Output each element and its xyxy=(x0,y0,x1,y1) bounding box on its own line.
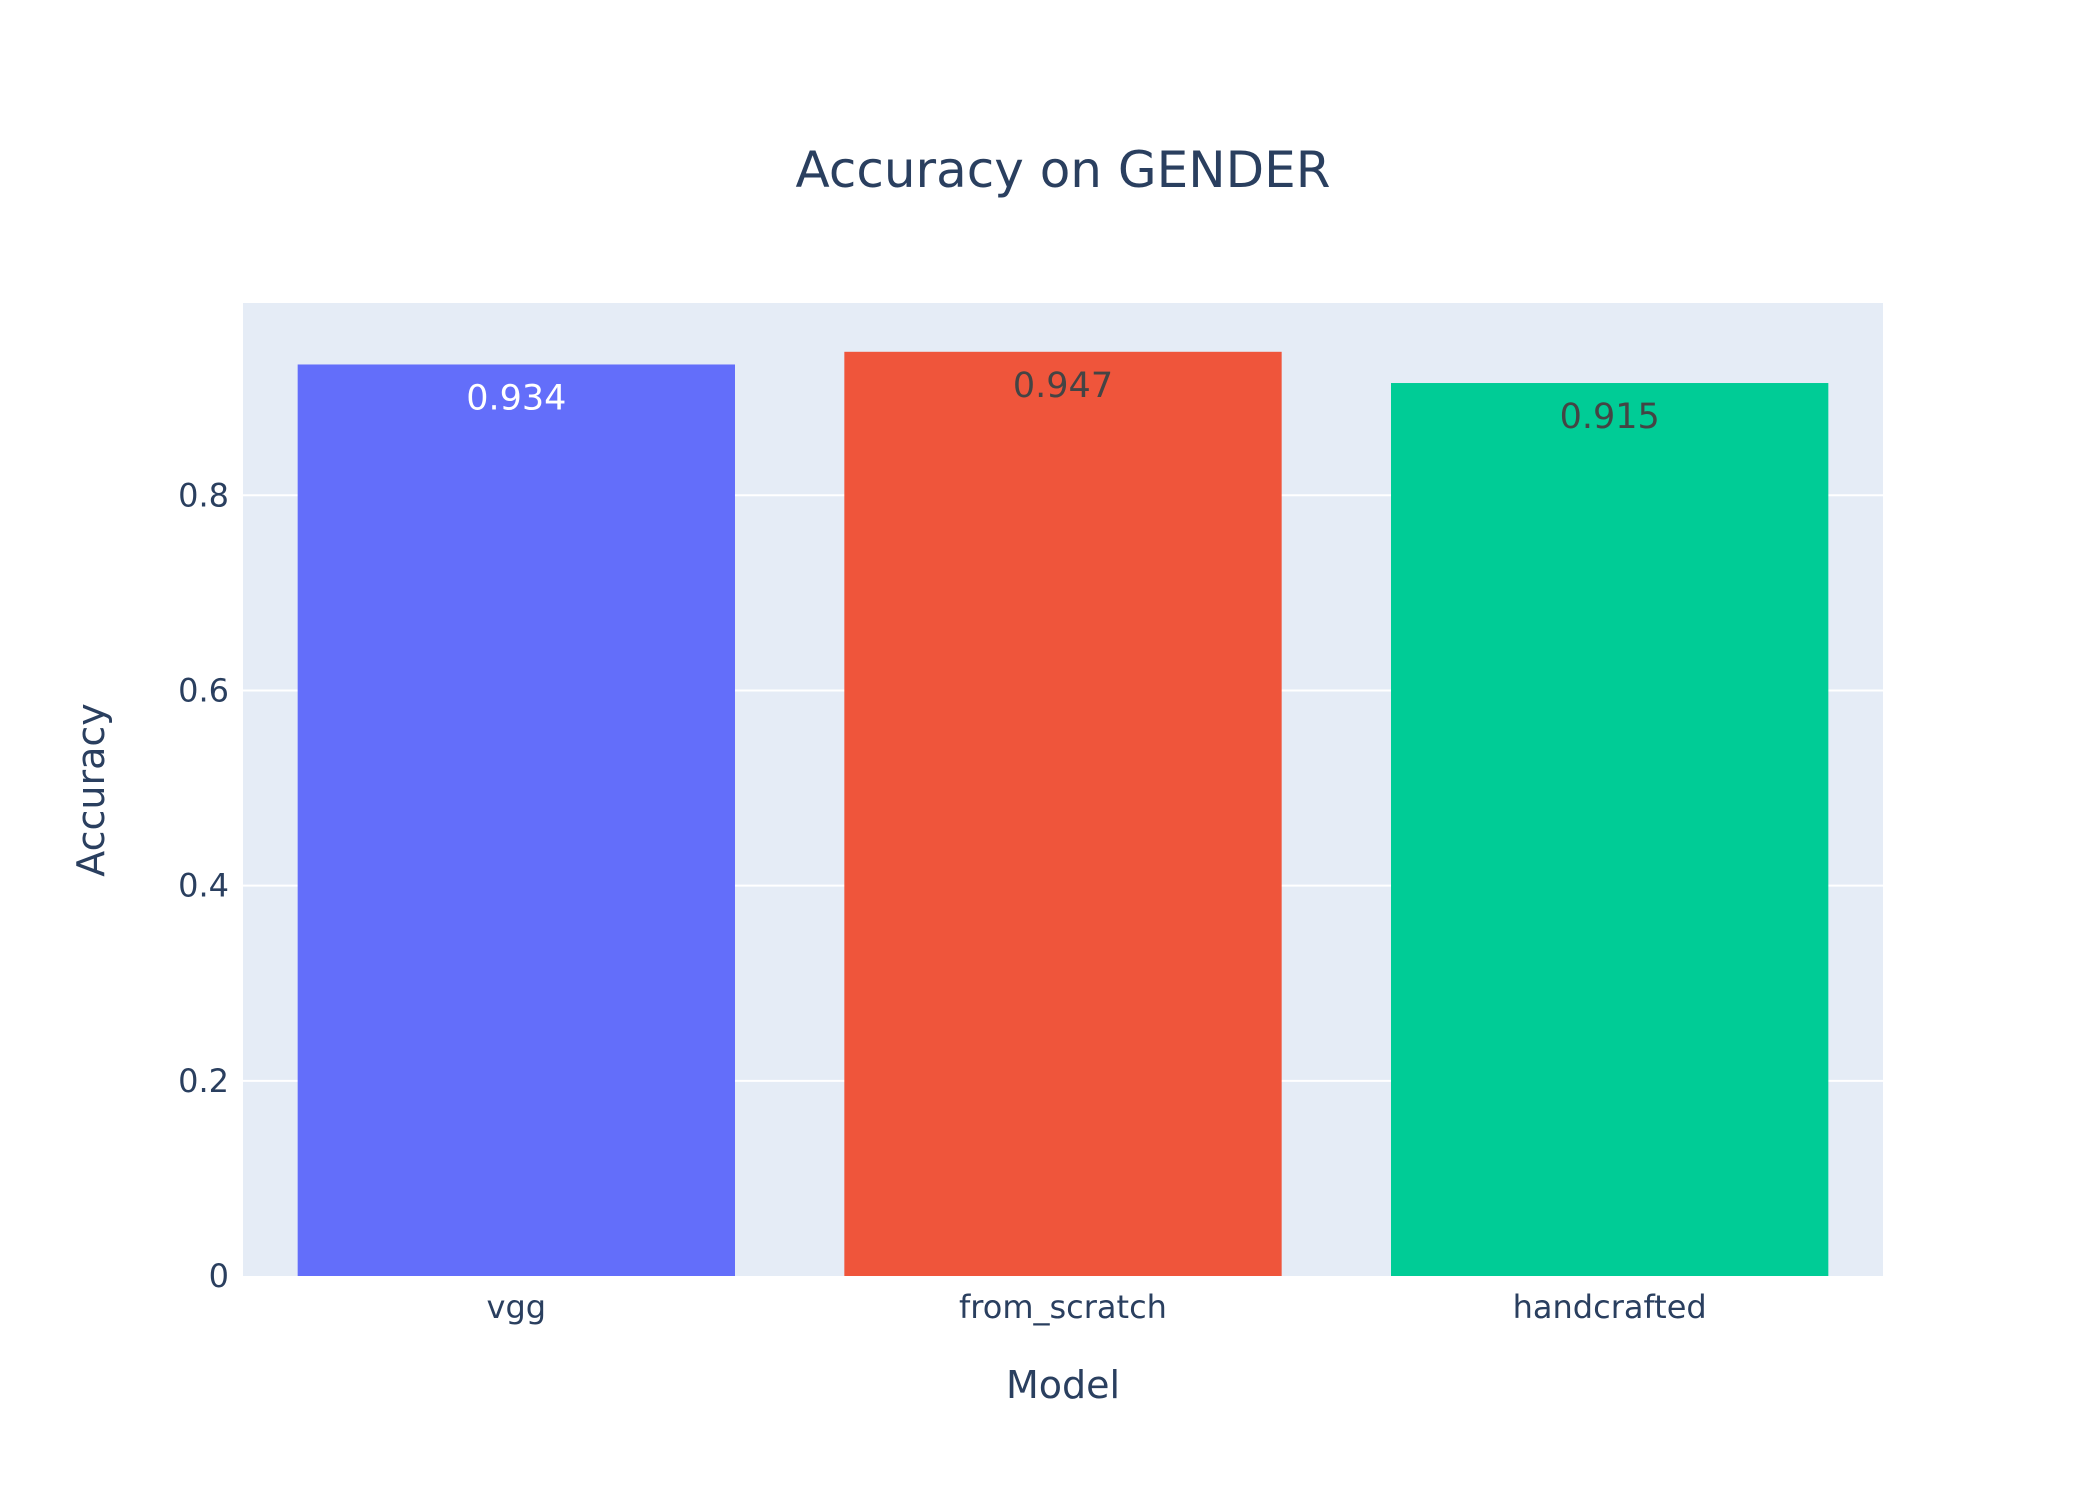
y-tick-label: 0.4 xyxy=(178,867,229,905)
bar-labels: 0.934 0.947 0.915 xyxy=(466,366,1660,437)
chart-title: Accuracy on GENDER xyxy=(796,141,1331,199)
y-tick-label: 0.6 xyxy=(178,671,229,709)
y-tick-label: 0.8 xyxy=(178,476,229,514)
x-axis-ticks: vgg from_scratch handcrafted xyxy=(487,1288,1707,1326)
bar-value-label: 0.915 xyxy=(1560,397,1660,437)
bar-handcrafted xyxy=(1391,383,1829,1276)
y-axis-ticks: 0 0.2 0.4 0.6 0.8 xyxy=(178,476,229,1295)
bar-from-scratch xyxy=(844,351,1282,1276)
bar-vgg xyxy=(297,364,735,1276)
y-tick-label: 0 xyxy=(209,1257,229,1295)
bar-value-label: 0.947 xyxy=(1013,366,1113,406)
x-tick-label: vgg xyxy=(487,1288,547,1326)
bar-value-label: 0.934 xyxy=(466,378,566,418)
y-tick-label: 0.2 xyxy=(178,1062,229,1100)
x-tick-label: handcrafted xyxy=(1513,1288,1707,1326)
y-axis-title: Accuracy xyxy=(69,703,113,877)
bars xyxy=(297,351,1829,1276)
x-axis-title: Model xyxy=(1006,1363,1120,1407)
x-tick-label: from_scratch xyxy=(959,1288,1167,1326)
